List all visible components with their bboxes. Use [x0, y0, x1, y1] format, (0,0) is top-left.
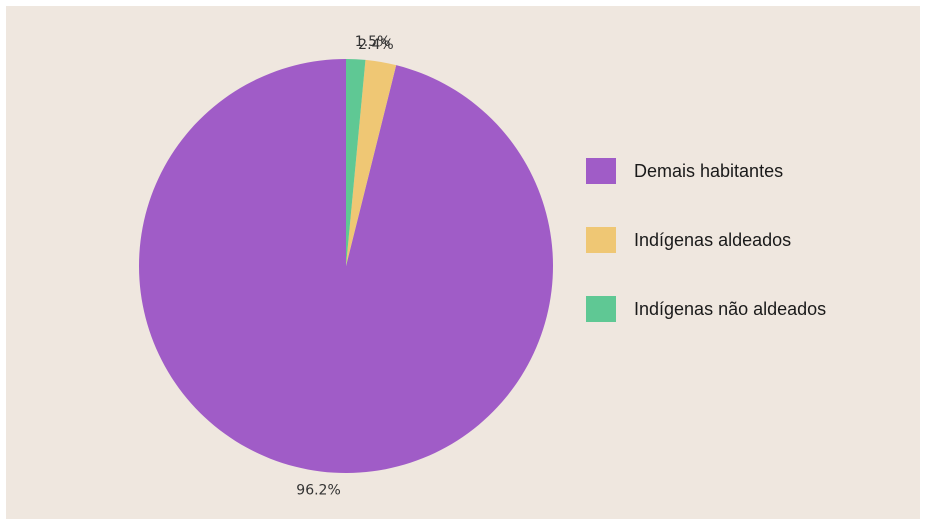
- legend-label-2: Indígenas aldeados: [634, 230, 791, 250]
- legend-swatch-green: [586, 296, 616, 322]
- legend: Demais habitantes Indígenas aldeados Indíg…: [586, 158, 826, 322]
- slice-value-label-3: 1.5%: [355, 34, 391, 50]
- chart-frame: 96.2% 2.4% 1.5% Demais habitantes Indígenas…: [6, 6, 920, 519]
- legend-label-3: Indígenas não aldeados: [634, 299, 826, 319]
- slice-value-label-2: 2.4%: [358, 37, 394, 53]
- legend-label-1: Demais habitantes: [634, 161, 783, 181]
- pie-slice-2: [346, 59, 397, 266]
- pie-slice-3: [346, 59, 366, 266]
- pie-slice-1: [138, 59, 553, 474]
- legend-item-1: Demais habitantes: [586, 158, 783, 184]
- slice-value-label-1: 96.2%: [296, 482, 340, 498]
- pie-slices: [138, 59, 553, 474]
- legend-item-2: Indígenas aldeados: [586, 227, 791, 253]
- pie-chart: 96.2% 2.4%1.5% Demais habitantes Indígenas…: [6, 6, 920, 519]
- legend-swatch-yellow: [586, 227, 616, 253]
- slice-value-labels: 96.2% 2.4%1.5%: [296, 34, 393, 498]
- legend-swatch-purple: [586, 158, 616, 184]
- legend-item-3: Indígenas não aldeados: [586, 296, 826, 322]
